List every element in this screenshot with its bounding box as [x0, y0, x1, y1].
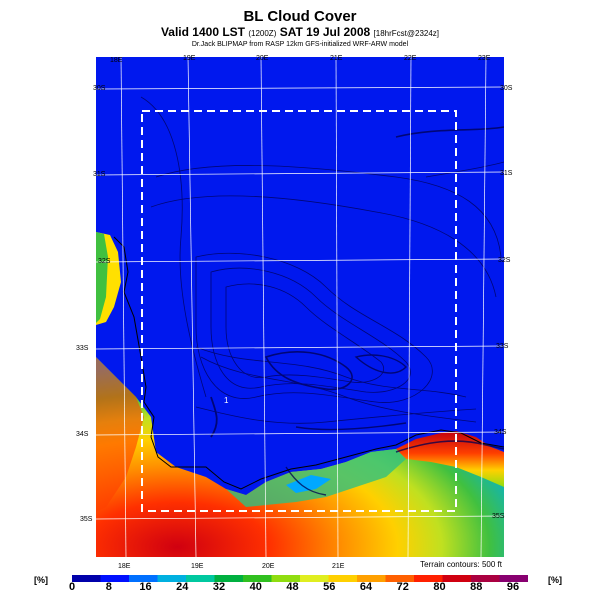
left-lat-label: 31S	[93, 171, 106, 178]
coastline	[113, 236, 504, 490]
cloud-field-southwest	[96, 357, 504, 557]
colorbar-swatch	[129, 575, 158, 582]
colorbar-label: 64	[359, 581, 373, 593]
colorbar-label: 24	[176, 581, 189, 593]
left-lat-label: 32S	[98, 258, 111, 265]
colorbar-swatch	[186, 575, 215, 582]
colorbar-label: 56	[323, 581, 336, 593]
top-lon-label: 19E	[183, 55, 196, 62]
map-subtitle: Valid 1400 LST (1200Z) SAT 19 Jul 2008 […	[0, 25, 600, 39]
top-lon-label: 20E	[256, 55, 269, 62]
colorbar-label: 48	[286, 581, 299, 593]
colorbar-label: 16	[139, 581, 152, 593]
bottom-lon-label: 19E	[191, 563, 204, 570]
colorbar-label: 72	[396, 581, 409, 593]
colorbar-swatch	[442, 575, 472, 582]
top-lon-label: 22E	[404, 55, 417, 62]
right-lat-label: 34S	[494, 429, 507, 436]
cloud-cover-map: 1	[96, 57, 504, 557]
colorbar-unit-right: [%]	[548, 575, 562, 585]
left-lat-label: 35S	[80, 516, 93, 523]
right-lat-label: 31S	[500, 170, 513, 177]
colorbar-swatch	[499, 575, 528, 582]
colorbar-swatch	[300, 575, 329, 582]
left-lat-label: 33S	[76, 345, 89, 352]
colorbar-swatch	[72, 575, 101, 582]
colorbar-label: 8	[105, 581, 112, 593]
map-credit: Dr.Jack BLIPMAP from RASP 12km GFS-initi…	[191, 41, 409, 48]
colorbar-label: 40	[249, 581, 262, 593]
terrain-note: Terrain contours: 500 ft	[420, 560, 502, 569]
colorbar-swatch	[357, 575, 386, 582]
forecast-info: [18hrFcst@2324z]	[373, 29, 440, 38]
colorbar-swatch	[100, 575, 130, 582]
map-title: BL Cloud Cover	[243, 8, 357, 25]
svg-text:1: 1	[224, 396, 229, 405]
left-lat-label: 34S	[76, 431, 89, 438]
bottom-lon-label: 18E	[118, 563, 131, 570]
right-lat-label: 30S	[500, 85, 513, 92]
colorbar-swatch	[414, 575, 443, 582]
inner-domain-box	[141, 110, 457, 512]
colorbar-label: 0	[68, 581, 76, 593]
colorbar-label: 32	[212, 581, 226, 593]
colorbar-unit-left: [%]	[34, 575, 48, 585]
right-lat-label: 35S	[492, 513, 505, 520]
utc-time: (1200Z)	[248, 29, 277, 38]
colorbar-swatch	[243, 575, 272, 582]
colorbar	[72, 575, 528, 582]
right-lat-label: 33S	[496, 343, 509, 350]
lat-lon-grid	[96, 57, 504, 557]
colorbar-swatch	[157, 575, 187, 582]
right-lat-label: 32S	[498, 257, 511, 264]
bottom-lon-label: 20E	[262, 563, 275, 570]
valid-date: SAT 19 Jul 2008	[279, 25, 371, 39]
colorbar-label: 96	[506, 581, 520, 593]
colorbar-swatch	[385, 575, 415, 582]
top-lon-label: 21E	[330, 55, 343, 62]
top-lon-label: 23E	[478, 55, 491, 62]
top-lon-label: 18E	[110, 57, 123, 64]
bottom-lon-label: 21E	[332, 563, 345, 570]
valid-time: Valid 1400 LST	[160, 25, 245, 39]
colorbar-label: 80	[433, 581, 446, 593]
colorbar-label: 88	[470, 581, 483, 593]
colorbar-swatch	[328, 575, 358, 582]
colorbar-swatch	[271, 575, 301, 582]
colorbar-swatch	[214, 575, 244, 582]
left-lat-label: 30S	[93, 85, 106, 92]
colorbar-swatch	[471, 575, 500, 582]
